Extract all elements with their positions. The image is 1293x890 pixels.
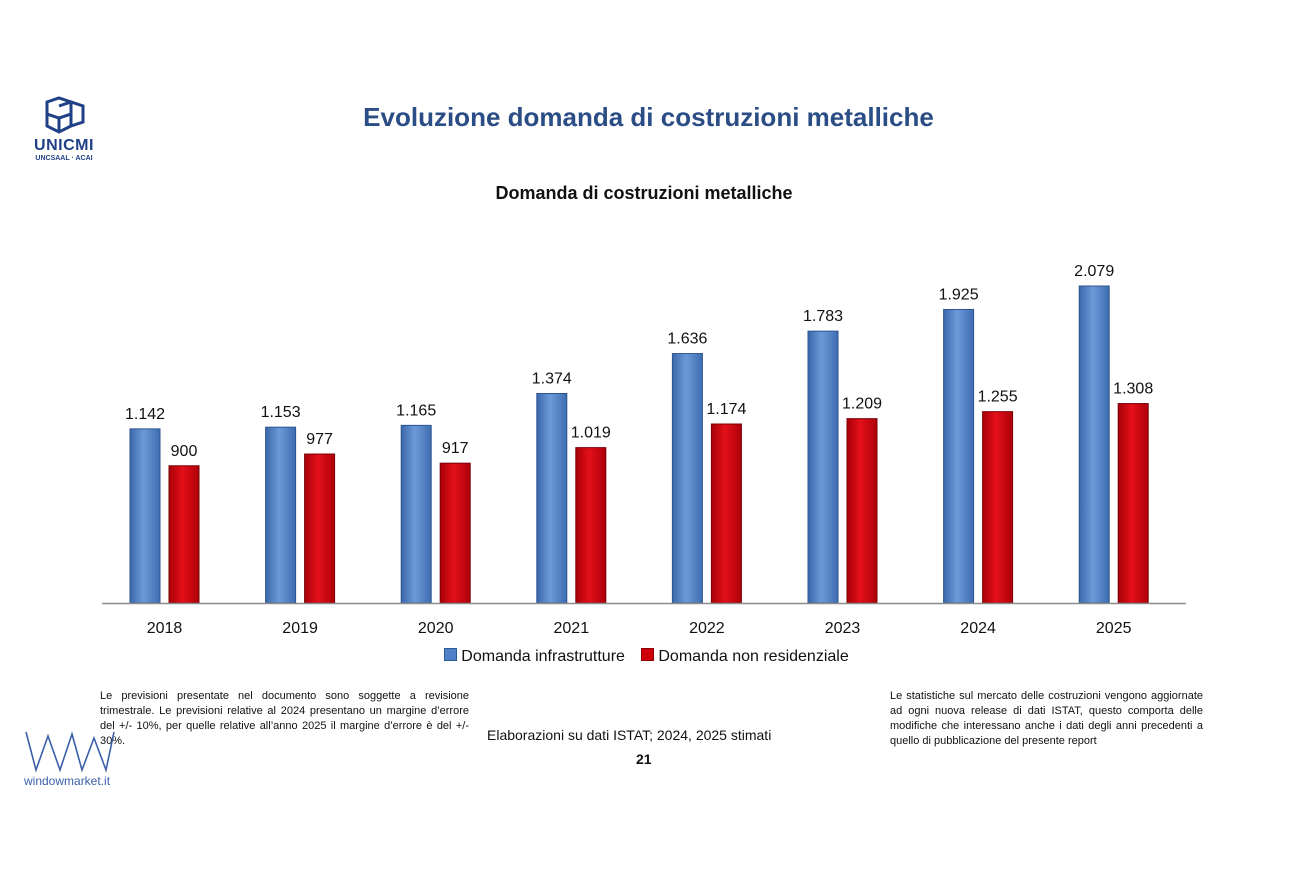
bar-infrastrutture-2025	[1078, 285, 1110, 604]
data-label-infrastrutture-2018: 1.142	[125, 406, 165, 423]
bar-infrastrutture-2021	[536, 392, 568, 604]
bar-non-residenziale-2021	[575, 447, 607, 604]
bar-non-residenziale-2020	[439, 462, 471, 604]
legend-item-non-residenziale: Domanda non residenziale	[641, 648, 849, 666]
legend-label-infrastrutture: Domanda infrastrutture	[461, 648, 625, 665]
data-label-non-residenziale-2021: 1.019	[571, 425, 611, 442]
x-tick-label-2020: 2020	[418, 620, 454, 637]
data-label-non-residenziale-2023: 1.209	[842, 396, 882, 413]
unicmi-logo-icon	[45, 96, 85, 134]
windowmarket-watermark: windowmarket.it	[24, 730, 116, 790]
bar-non-residenziale-2019	[304, 453, 336, 604]
bar-non-residenziale-2025	[1117, 403, 1149, 604]
windowmarket-logo-icon	[25, 731, 115, 773]
page-number: 21	[636, 751, 652, 767]
data-label-infrastrutture-2023: 1.783	[803, 308, 843, 325]
x-tick-label-2023: 2023	[825, 620, 861, 637]
data-label-infrastrutture-2022: 1.636	[667, 331, 707, 348]
x-tick-label-2019: 2019	[282, 620, 318, 637]
legend-label-non-residenziale: Domanda non residenziale	[658, 648, 849, 665]
bar-non-residenziale-2022	[710, 423, 742, 604]
legend-swatch-blue	[444, 648, 458, 661]
data-label-infrastrutture-2019: 1.153	[261, 404, 301, 421]
data-label-non-residenziale-2020: 917	[442, 440, 469, 457]
x-tick-label-2024: 2024	[960, 620, 996, 637]
unicmi-logo: UNICMI UNCSAAL · ACAI	[28, 96, 100, 168]
bar-non-residenziale-2018	[168, 465, 200, 604]
data-label-non-residenziale-2024: 1.255	[978, 389, 1018, 406]
bar-infrastrutture-2019	[265, 426, 297, 604]
page-title: Evoluzione domanda di costruzioni metall…	[363, 102, 934, 132]
bar-non-residenziale-2024	[982, 411, 1014, 604]
chart-title: Domanda di costruzioni metalliche	[495, 183, 793, 203]
data-label-non-residenziale-2019: 977	[306, 431, 333, 448]
legend-swatch-red	[641, 648, 655, 661]
x-tick-label-2022: 2022	[689, 620, 725, 637]
bar-non-residenziale-2023	[846, 418, 878, 604]
bar-infrastrutture-2020	[400, 424, 432, 604]
bar-infrastrutture-2022	[671, 353, 703, 604]
bar-infrastrutture-2018	[129, 428, 161, 604]
x-tick-label-2025: 2025	[1096, 620, 1132, 637]
data-label-infrastrutture-2021: 1.374	[532, 370, 572, 387]
logo-name: UNICMI	[34, 137, 94, 154]
x-tick-label-2021: 2021	[554, 620, 590, 637]
data-label-infrastrutture-2025: 2.079	[1074, 263, 1114, 280]
data-label-non-residenziale-2022: 1.174	[706, 401, 746, 418]
forecast-note: Le previsioni presentate nel documento s…	[100, 690, 469, 747]
legend-item-infrastrutture: Domanda infrastrutture	[444, 648, 625, 666]
watermark-text: windowmarket.it	[24, 774, 111, 788]
bar-infrastrutture-2023	[807, 330, 839, 604]
x-tick-label-2018: 2018	[147, 620, 183, 637]
statistics-note: Le statistiche sul mercato delle costruz…	[890, 690, 1203, 747]
bar-infrastrutture-2024	[943, 308, 975, 604]
data-label-non-residenziale-2018: 900	[171, 443, 198, 460]
logo-subtitle: UNCSAAL · ACAI	[35, 155, 93, 162]
data-label-infrastrutture-2024: 1.925	[939, 286, 979, 303]
data-source: Elaborazioni su dati ISTAT; 2024, 2025 s…	[487, 727, 772, 743]
data-label-infrastrutture-2020: 1.165	[396, 402, 436, 419]
data-label-non-residenziale-2025: 1.308	[1113, 381, 1153, 398]
chart-legend: Domanda infrastrutture Domanda non resid…	[0, 648, 1293, 666]
